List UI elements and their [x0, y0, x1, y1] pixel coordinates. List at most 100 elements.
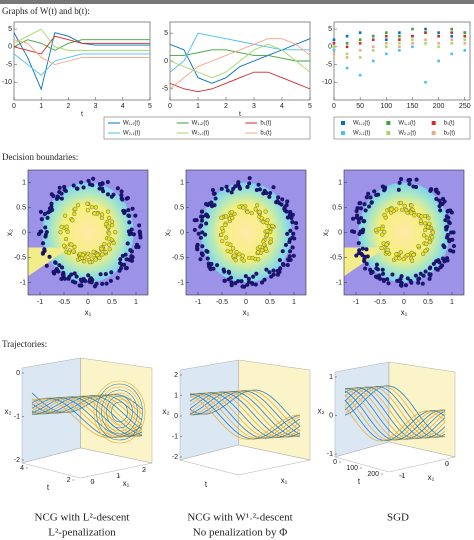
outer-point	[369, 200, 374, 205]
outer-point	[275, 268, 280, 274]
trajectory	[31, 392, 143, 414]
outer-point	[399, 274, 404, 279]
series-line	[169, 38, 311, 84]
trajectory	[31, 395, 143, 434]
outer-point	[390, 272, 395, 277]
outer-point	[236, 180, 241, 185]
outer-point	[287, 254, 292, 259]
tick-label: 0	[445, 461, 449, 468]
region-wedge	[28, 247, 70, 277]
series-point	[437, 41, 440, 45]
outer-point	[399, 177, 404, 182]
outer-point	[40, 251, 45, 256]
outer-point	[238, 186, 243, 191]
y-axis-label: x₂	[321, 229, 330, 236]
series-point	[371, 34, 375, 38]
outer-point	[354, 215, 359, 220]
inner-point	[71, 249, 76, 254]
inner-point	[424, 241, 429, 247]
x-tick-label: 5	[148, 103, 152, 110]
outer-point	[105, 179, 110, 185]
series-point	[345, 34, 349, 38]
inner-point	[265, 217, 270, 223]
inner-point	[88, 253, 93, 258]
outer-point	[81, 185, 86, 190]
inner-point	[69, 242, 74, 247]
outer-point	[368, 195, 373, 200]
outer-point	[121, 262, 127, 267]
outer-point	[134, 245, 139, 250]
outer-point	[212, 203, 217, 208]
outer-point	[428, 188, 433, 193]
outer-point	[291, 253, 296, 258]
series-point	[437, 59, 440, 63]
outer-point	[403, 283, 409, 288]
inner-point	[418, 218, 424, 223]
inner-point	[255, 203, 260, 208]
outer-point	[200, 252, 205, 257]
series-point	[358, 41, 362, 45]
outer-point	[118, 257, 123, 262]
y-tick-label: -10	[2, 79, 12, 86]
outer-point	[126, 213, 131, 218]
floor	[21, 447, 153, 479]
outer-point	[42, 247, 47, 252]
x-tick-label: 250	[459, 103, 471, 110]
x-tick-label: 0.5	[265, 299, 275, 306]
inner-point	[266, 224, 271, 229]
inner-point	[105, 209, 111, 214]
outer-point	[103, 272, 108, 277]
series-point	[398, 34, 401, 38]
outer-point	[277, 258, 282, 263]
series-point	[332, 49, 336, 52]
outer-point	[356, 220, 361, 225]
outer-point	[198, 257, 203, 262]
outer-point	[282, 208, 288, 213]
region-inner	[42, 182, 134, 283]
inner-point	[106, 224, 111, 229]
series-point	[424, 31, 427, 34]
trajectory	[189, 395, 300, 440]
outer-point	[358, 200, 363, 206]
outer-point	[133, 213, 138, 218]
tick-label: -2	[14, 457, 20, 464]
inner-point	[224, 214, 229, 219]
series-point	[437, 31, 440, 34]
inner-point	[400, 207, 405, 212]
outer-point	[125, 241, 130, 246]
outer-point	[358, 229, 363, 234]
series-point	[411, 41, 414, 45]
tick-label: 2	[67, 477, 71, 484]
outer-point	[438, 208, 443, 213]
trajectory-loop	[98, 386, 141, 438]
inner-point	[398, 200, 404, 206]
inner-point	[80, 252, 85, 258]
trajectory	[189, 393, 301, 440]
outer-point	[221, 267, 226, 272]
outer-point	[407, 181, 412, 187]
x-axis-label: t	[81, 111, 83, 118]
series-point	[385, 41, 388, 45]
outer-point	[451, 249, 456, 254]
series-point	[371, 49, 375, 52]
outer-point	[364, 195, 369, 200]
outer-point	[377, 273, 382, 278]
trajectory-loop	[111, 401, 128, 423]
legend-label: W₁,₁(t)	[353, 121, 370, 127]
trajectory	[189, 393, 301, 440]
caption: NCG with W¹˒²-descent	[187, 512, 292, 524]
tick-label: 0	[174, 413, 178, 420]
inner-point	[70, 218, 75, 223]
y-tick-label: 5	[328, 26, 332, 33]
outer-point	[408, 278, 413, 283]
outer-point	[74, 274, 79, 279]
outer-point	[423, 269, 428, 274]
trajectory	[31, 397, 143, 438]
outer-point	[120, 197, 125, 202]
inner-point	[393, 256, 398, 261]
outer-point	[443, 218, 448, 223]
outer-point	[131, 232, 136, 237]
inner-point	[430, 235, 435, 240]
y-tick-label: -5	[6, 61, 12, 68]
